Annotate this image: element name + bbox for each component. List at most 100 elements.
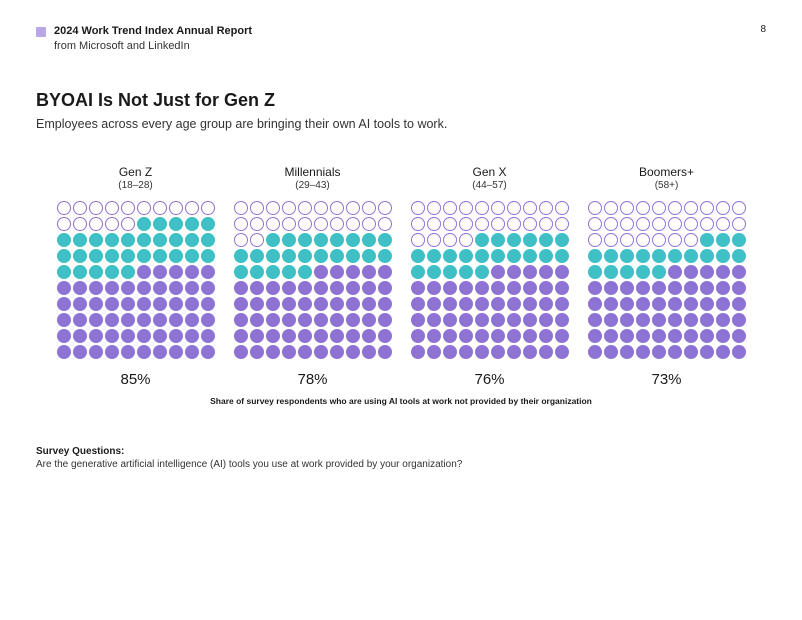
person-icon xyxy=(684,313,698,327)
person-icon xyxy=(378,313,392,327)
person-icon xyxy=(105,329,119,343)
group-percent: 73% xyxy=(651,371,681,388)
person-icon xyxy=(443,201,457,215)
person-icon xyxy=(121,329,135,343)
survey-text: Are the generative artificial intelligen… xyxy=(36,459,766,470)
person-icon xyxy=(346,233,360,247)
person-icon xyxy=(588,233,602,247)
person-icon xyxy=(555,329,569,343)
person-icon xyxy=(378,297,392,311)
person-icon xyxy=(604,297,618,311)
person-icon xyxy=(588,329,602,343)
person-icon xyxy=(234,265,248,279)
person-icon xyxy=(298,201,312,215)
person-icon xyxy=(620,201,634,215)
person-icon xyxy=(732,281,746,295)
person-icon xyxy=(185,313,199,327)
person-icon xyxy=(636,329,650,343)
person-icon xyxy=(427,217,441,231)
person-icon xyxy=(73,233,87,247)
person-icon xyxy=(314,313,328,327)
person-icon xyxy=(89,281,103,295)
person-icon xyxy=(330,329,344,343)
person-icon xyxy=(234,345,248,359)
page-title: BYOAI Is Not Just for Gen Z xyxy=(36,90,766,111)
person-icon xyxy=(732,345,746,359)
person-icon xyxy=(716,329,730,343)
person-icon xyxy=(330,201,344,215)
person-icon xyxy=(700,265,714,279)
person-icon xyxy=(427,297,441,311)
person-icon xyxy=(298,217,312,231)
person-icon xyxy=(459,201,473,215)
person-icon xyxy=(604,313,618,327)
person-icon xyxy=(57,297,71,311)
person-icon xyxy=(169,329,183,343)
person-icon xyxy=(201,313,215,327)
person-icon xyxy=(121,217,135,231)
person-icon xyxy=(443,217,457,231)
person-icon xyxy=(73,297,87,311)
person-icon xyxy=(346,265,360,279)
person-icon xyxy=(137,313,151,327)
person-icon xyxy=(282,297,296,311)
person-icon xyxy=(507,313,521,327)
person-icon xyxy=(330,281,344,295)
person-icon xyxy=(636,297,650,311)
person-icon xyxy=(668,201,682,215)
person-icon xyxy=(362,297,376,311)
person-icon xyxy=(153,217,167,231)
person-icon xyxy=(588,217,602,231)
person-icon xyxy=(153,233,167,247)
person-icon xyxy=(523,233,537,247)
person-icon xyxy=(475,265,489,279)
person-icon xyxy=(73,217,87,231)
person-icon xyxy=(282,201,296,215)
person-icon xyxy=(684,345,698,359)
person-icon xyxy=(491,313,505,327)
person-icon xyxy=(700,281,714,295)
person-icon xyxy=(234,281,248,295)
person-icon xyxy=(475,233,489,247)
person-icon xyxy=(491,281,505,295)
person-icon xyxy=(732,201,746,215)
person-icon xyxy=(314,249,328,263)
person-icon xyxy=(185,329,199,343)
person-icon xyxy=(475,313,489,327)
person-icon xyxy=(555,201,569,215)
person-icon xyxy=(700,329,714,343)
person-icon xyxy=(201,233,215,247)
person-icon xyxy=(539,201,553,215)
person-icon xyxy=(201,281,215,295)
person-icon xyxy=(234,233,248,247)
person-icon xyxy=(411,265,425,279)
page-number: 8 xyxy=(760,24,766,35)
person-icon xyxy=(201,201,215,215)
person-icon xyxy=(250,249,264,263)
person-icon xyxy=(411,281,425,295)
person-icon xyxy=(89,329,103,343)
person-icon xyxy=(185,217,199,231)
person-icon xyxy=(491,233,505,247)
person-icon xyxy=(137,217,151,231)
person-icon xyxy=(588,345,602,359)
person-icon xyxy=(604,281,618,295)
person-icon xyxy=(105,281,119,295)
person-icon xyxy=(57,281,71,295)
person-icon xyxy=(298,297,312,311)
person-icon xyxy=(491,249,505,263)
person-icon xyxy=(459,249,473,263)
pictogram-grid xyxy=(588,201,746,359)
person-icon xyxy=(153,281,167,295)
person-icon xyxy=(620,233,634,247)
person-icon xyxy=(250,297,264,311)
person-icon xyxy=(668,233,682,247)
person-icon xyxy=(459,345,473,359)
person-icon xyxy=(652,345,666,359)
person-icon xyxy=(153,297,167,311)
person-icon xyxy=(555,217,569,231)
person-icon xyxy=(89,265,103,279)
person-icon xyxy=(137,233,151,247)
person-icon xyxy=(555,249,569,263)
person-icon xyxy=(700,345,714,359)
